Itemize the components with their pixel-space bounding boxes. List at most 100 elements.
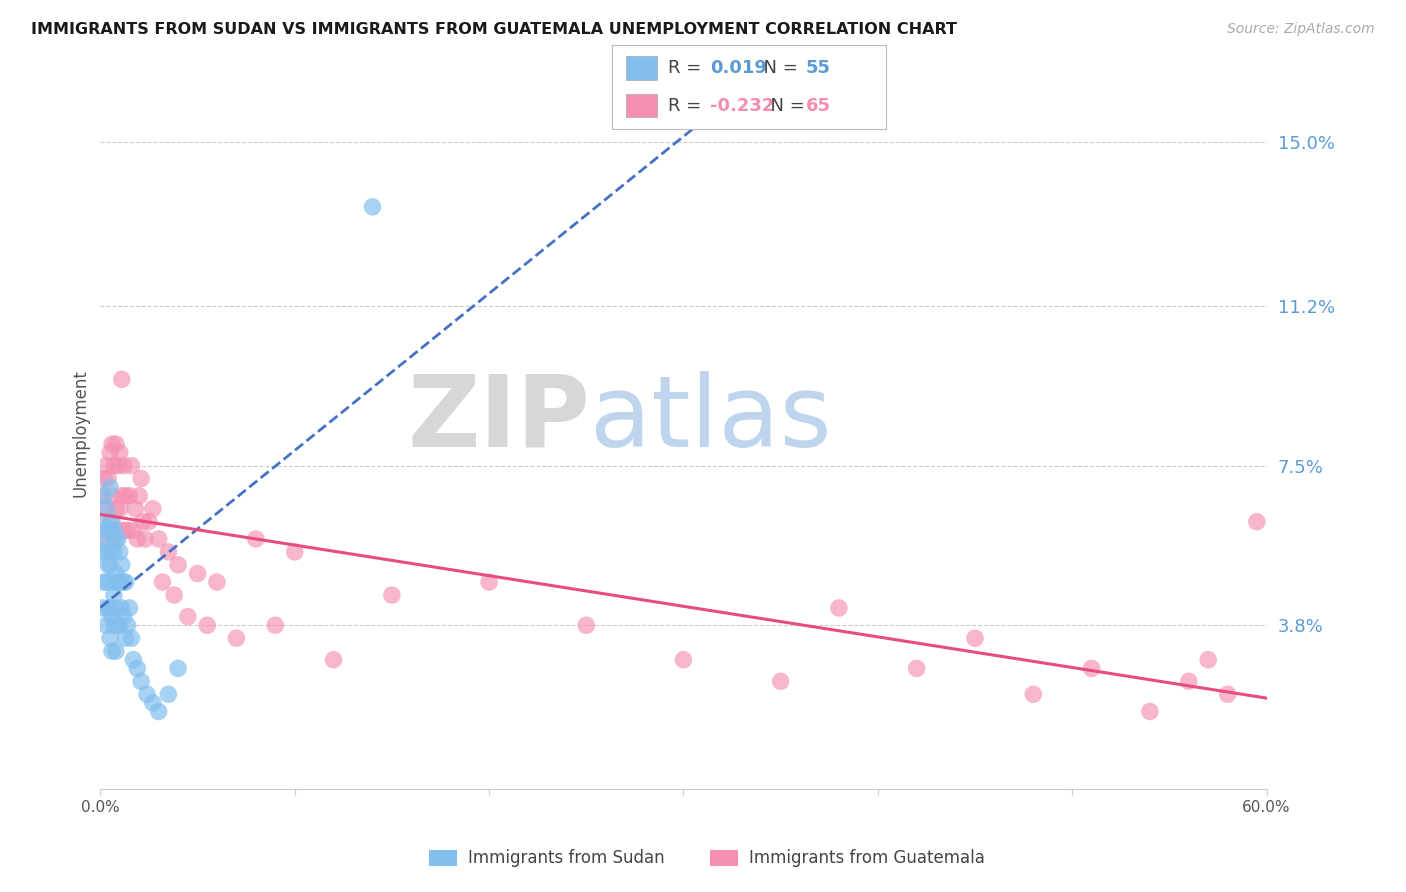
Text: 65: 65 [806, 96, 831, 114]
Point [134, 532, 156, 546]
Point [91, 545, 114, 559]
Point [205, 575, 228, 590]
Point [98, 601, 121, 615]
Point [101, 515, 124, 529]
Point [91, 515, 114, 529]
Point [163, 588, 186, 602]
Point [93, 489, 115, 503]
Point [111, 489, 134, 503]
Point [114, 489, 136, 503]
Text: N =: N = [752, 60, 804, 78]
Point [101, 575, 124, 590]
Point [124, 501, 146, 516]
Text: IMMIGRANTS FROM SUDAN VS IMMIGRANTS FROM GUATEMALA UNEMPLOYMENT CORRELATION CHAR: IMMIGRANTS FROM SUDAN VS IMMIGRANTS FROM… [31, 22, 957, 37]
Point [96, 524, 118, 538]
Point [112, 524, 135, 538]
Point [107, 458, 129, 473]
Point [111, 372, 134, 386]
Point [107, 618, 129, 632]
Point [91, 489, 114, 503]
Point [93, 575, 115, 590]
Point [98, 524, 121, 538]
Point [1246, 515, 1268, 529]
Point [111, 558, 134, 572]
Point [96, 575, 118, 590]
Point [96, 501, 118, 516]
Text: ZIP: ZIP [408, 370, 591, 467]
Text: -0.232: -0.232 [710, 96, 775, 114]
Text: 0.019: 0.019 [710, 60, 766, 78]
Point [97, 472, 120, 486]
Point [284, 545, 307, 559]
Point [98, 631, 121, 645]
Point [1022, 687, 1045, 701]
Point [148, 705, 170, 719]
Text: N =: N = [759, 96, 811, 114]
Point [177, 609, 200, 624]
Point [104, 601, 127, 615]
Point [114, 575, 136, 590]
Point [167, 661, 190, 675]
Point [117, 524, 139, 538]
Point [97, 532, 120, 546]
Text: Source: ZipAtlas.com: Source: ZipAtlas.com [1227, 22, 1375, 37]
Text: Immigrants from Guatemala: Immigrants from Guatemala [749, 849, 986, 867]
Point [93, 501, 115, 516]
Point [104, 532, 127, 546]
Point [361, 200, 384, 214]
Point [142, 501, 165, 516]
Point [101, 489, 124, 503]
Point [96, 618, 118, 632]
Point [127, 532, 149, 546]
Point [103, 545, 125, 559]
Point [108, 618, 131, 632]
Point [118, 489, 141, 503]
Point [97, 524, 120, 538]
Y-axis label: Unemployment: Unemployment [72, 369, 89, 497]
Point [117, 618, 139, 632]
Point [245, 532, 267, 546]
Text: R =: R = [668, 60, 707, 78]
Point [136, 687, 159, 701]
Point [104, 644, 127, 658]
Point [108, 575, 131, 590]
Point [132, 515, 155, 529]
Text: Immigrants from Sudan: Immigrants from Sudan [468, 849, 665, 867]
Point [101, 437, 124, 451]
Point [93, 532, 115, 546]
Point [103, 532, 125, 546]
Point [104, 437, 127, 451]
Point [195, 618, 218, 632]
Point [129, 472, 152, 486]
Point [103, 524, 125, 538]
Point [104, 501, 127, 516]
Point [112, 609, 135, 624]
Point [1080, 661, 1102, 675]
Point [108, 501, 131, 516]
Point [104, 566, 127, 581]
Point [101, 545, 124, 559]
Point [120, 631, 142, 645]
Point [96, 545, 118, 559]
Point [138, 515, 160, 529]
Point [120, 458, 142, 473]
Point [112, 458, 135, 473]
Point [101, 609, 124, 624]
Point [828, 601, 851, 615]
Point [98, 558, 121, 572]
Point [111, 601, 134, 615]
Point [478, 575, 501, 590]
Text: 55: 55 [806, 60, 831, 78]
Point [108, 446, 131, 460]
Point [118, 601, 141, 615]
Point [1178, 674, 1201, 689]
Point [129, 674, 152, 689]
Point [225, 631, 247, 645]
Point [152, 575, 174, 590]
Point [1216, 687, 1239, 701]
Point [1197, 653, 1219, 667]
Point [186, 566, 208, 581]
Point [142, 696, 165, 710]
Point [122, 653, 145, 667]
Point [122, 524, 145, 538]
